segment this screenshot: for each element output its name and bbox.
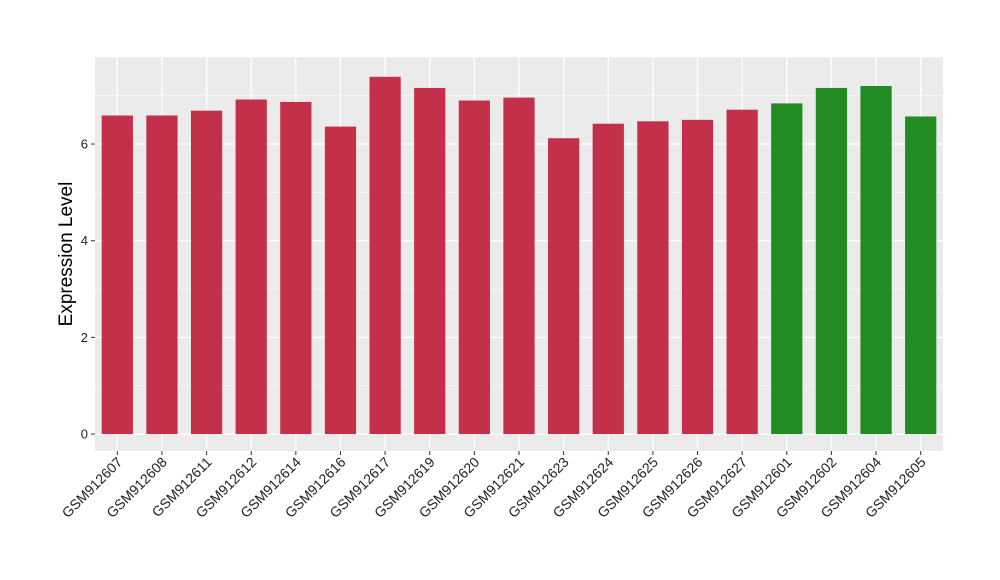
bar-GSM912601 bbox=[771, 103, 803, 435]
bar-GSM912625 bbox=[637, 121, 669, 435]
y-axis: 0 2 4 6 bbox=[81, 137, 95, 442]
bar-GSM912614 bbox=[280, 101, 312, 435]
bar-GSM912623 bbox=[548, 138, 580, 435]
bar-GSM912616 bbox=[324, 126, 357, 435]
y-tick-label: 0 bbox=[81, 427, 88, 442]
bar-GSM912617 bbox=[369, 76, 401, 435]
bar-GSM912620 bbox=[458, 100, 490, 435]
bar-GSM912621 bbox=[503, 97, 535, 435]
bar-GSM912608 bbox=[146, 115, 178, 435]
bar-GSM912602 bbox=[815, 87, 848, 435]
bar-GSM912626 bbox=[681, 119, 714, 435]
y-tick-label: 2 bbox=[81, 330, 88, 345]
y-tick-label: 4 bbox=[81, 233, 88, 248]
y-tick-label: 6 bbox=[81, 137, 88, 152]
bar-GSM912627 bbox=[726, 109, 758, 435]
x-axis: GSM912607GSM912608GSM912611GSM912612GSM9… bbox=[59, 451, 929, 521]
bar-GSM912605 bbox=[905, 116, 937, 435]
bar-GSM912604 bbox=[860, 86, 892, 435]
bar-GSM912619 bbox=[414, 87, 446, 435]
bars bbox=[101, 76, 937, 435]
bar-GSM912612 bbox=[235, 99, 267, 435]
bar-GSM912611 bbox=[190, 110, 223, 435]
bar-GSM912624 bbox=[592, 123, 624, 435]
bar-GSM912607 bbox=[101, 115, 133, 435]
y-axis-title: Expression Level bbox=[56, 182, 77, 327]
